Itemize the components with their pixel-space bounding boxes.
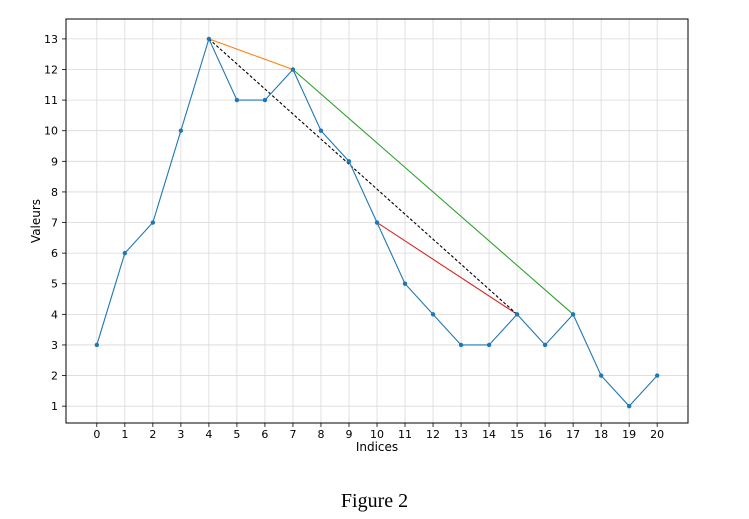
annotation-segment xyxy=(376,222,518,315)
y-tick-label: 6 xyxy=(51,247,58,260)
x-tick-label: 8 xyxy=(317,428,324,441)
data-point xyxy=(654,373,660,378)
data-point xyxy=(430,312,436,317)
data-point xyxy=(514,312,520,317)
x-tick-label: 0 xyxy=(93,428,100,441)
y-tick-label: 11 xyxy=(44,94,58,107)
x-tick-label: 10 xyxy=(370,428,384,441)
data-point xyxy=(570,312,576,317)
data-point xyxy=(122,250,128,256)
y-tick-label: 4 xyxy=(51,308,58,321)
data-point xyxy=(206,36,212,42)
x-tick-label: 14 xyxy=(482,428,496,441)
x-tick-label: 1 xyxy=(121,428,128,441)
data-point xyxy=(262,97,268,103)
y-tick-label: 12 xyxy=(44,64,58,77)
y-tick-label: 5 xyxy=(51,278,58,291)
x-tick-label: 15 xyxy=(510,428,524,441)
y-tick-label: 3 xyxy=(51,339,58,352)
data-point xyxy=(626,403,632,409)
data-point xyxy=(374,220,380,225)
y-tick-label: 7 xyxy=(51,217,58,230)
figure-caption: Figure 2 xyxy=(340,490,409,512)
annotation-segment xyxy=(208,38,294,71)
x-tick-label: 17 xyxy=(566,428,580,441)
x-tick-label: 5 xyxy=(233,428,240,441)
data-point xyxy=(178,128,184,133)
x-axis-label: Indices xyxy=(356,440,398,454)
data-point xyxy=(542,342,548,348)
annotation-segments xyxy=(208,38,574,315)
x-tick-label: 18 xyxy=(594,428,608,441)
x-tick-label: 19 xyxy=(622,428,636,441)
data-point xyxy=(598,373,604,378)
x-tick-label: 2 xyxy=(149,428,156,441)
y-tick-label: 13 xyxy=(44,33,58,46)
y-tick-label: 8 xyxy=(51,186,58,199)
y-tick-label: 10 xyxy=(44,125,58,138)
data-point xyxy=(94,342,100,348)
data-point xyxy=(234,97,240,103)
data-point xyxy=(318,128,324,133)
x-tick-label: 12 xyxy=(426,428,440,441)
x-tick-label: 4 xyxy=(205,428,212,441)
y-tick-label: 9 xyxy=(51,155,58,168)
data-point xyxy=(290,67,296,72)
data-point xyxy=(458,342,464,348)
x-tick-label: 3 xyxy=(177,428,184,441)
y-tick-label: 1 xyxy=(51,400,58,413)
data-point xyxy=(486,342,492,348)
data-point xyxy=(150,220,156,225)
x-tick-label: 9 xyxy=(345,428,352,441)
x-tick-label: 11 xyxy=(398,428,412,441)
annotation-segment xyxy=(292,69,574,315)
data-markers xyxy=(94,36,660,409)
x-tick-label: 6 xyxy=(261,428,268,441)
x-tick-label: 7 xyxy=(289,428,296,441)
x-tick-label: 16 xyxy=(538,428,552,441)
y-axis-label: Valeurs xyxy=(29,199,43,243)
x-tick-label: 20 xyxy=(650,428,664,441)
y-tick-label: 2 xyxy=(51,370,58,383)
annotation-segment xyxy=(208,38,518,315)
axis-ticks: 0 1 2 3 4 5 6 7 8 9 10 11 12 13 14 15 16 17 18 19 2012345678… xyxy=(44,33,664,441)
data-point xyxy=(346,159,352,164)
x-tick-label: 13 xyxy=(454,428,468,441)
data-point xyxy=(402,281,408,286)
